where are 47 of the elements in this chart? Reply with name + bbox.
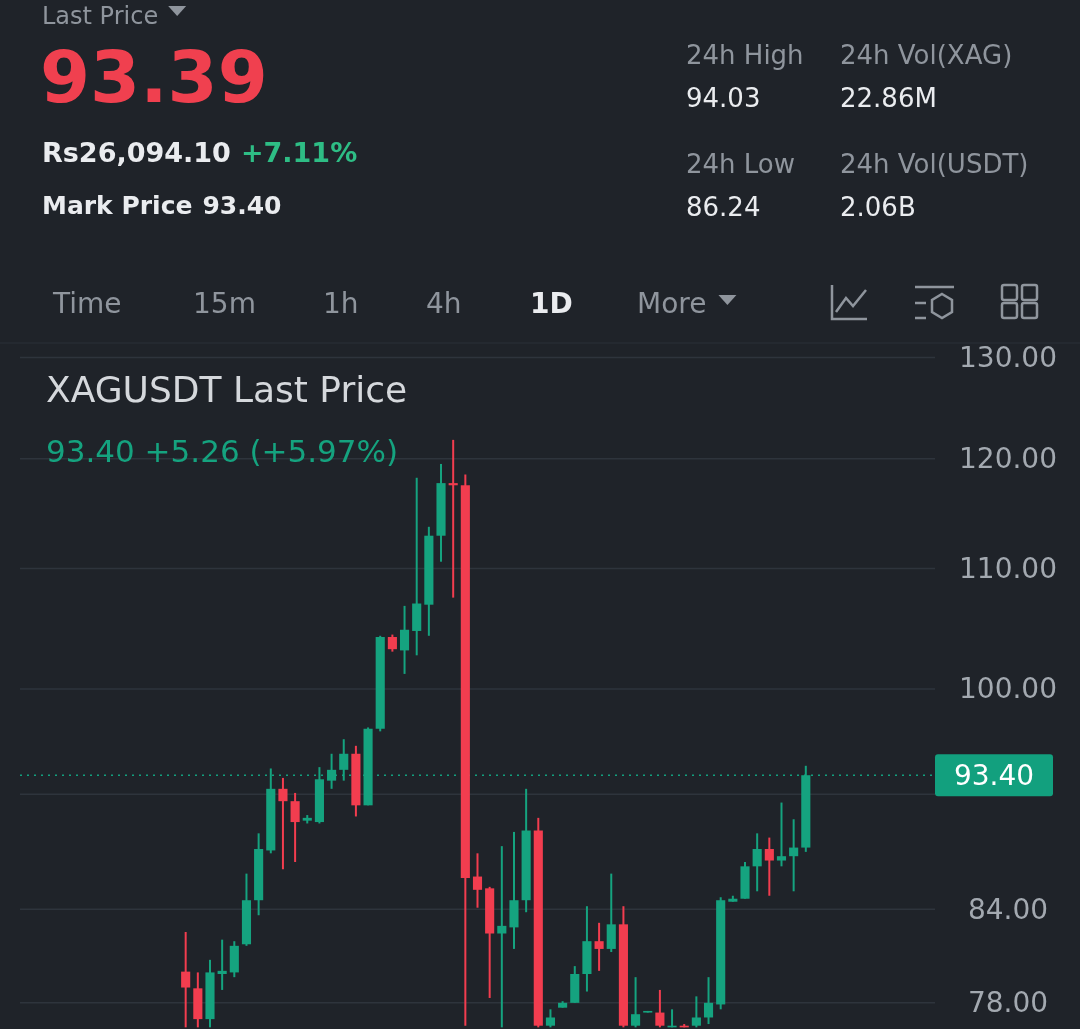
text: 24h Vol(XAG) (840, 40, 1013, 70)
candlestick (594, 921, 604, 972)
y-tick-label: 78.00 (967, 986, 1049, 1020)
candlestick (764, 836, 774, 897)
text: 22.86M (840, 83, 937, 113)
candlestick (278, 776, 288, 871)
text: Mark Price (42, 191, 193, 220)
text: 2.06B (840, 192, 916, 222)
text: 4h (426, 287, 462, 320)
text: 1D (530, 287, 573, 320)
text: 24h Low (686, 149, 796, 179)
text: Rs26,094.10 (42, 137, 231, 168)
text: 93.40 (202, 191, 282, 220)
candlestick (181, 930, 191, 1029)
text: Time (52, 287, 122, 320)
y-tick-label: 100.00 (959, 672, 1057, 706)
y-tick-label: 110.00 (959, 552, 1057, 586)
text: 24h High (686, 40, 804, 70)
candlestick (497, 845, 507, 1029)
text: 15m (193, 287, 256, 320)
y-tick-label: 120.00 (959, 442, 1057, 476)
y-tick-label: 130.00 (959, 341, 1057, 375)
candlestick (631, 976, 641, 1029)
text: 93.40 +5.26 (+5.97%) (46, 433, 399, 469)
y-tick-label: 84.00 (967, 892, 1049, 926)
candlestick (691, 995, 701, 1029)
candlestick (399, 604, 410, 675)
text: 94.03 (686, 83, 761, 113)
candlestick (217, 938, 227, 991)
text: 1h (323, 287, 359, 320)
text: +7.11% (240, 137, 358, 168)
candlestick (448, 438, 458, 599)
candlestick (776, 801, 787, 868)
candlestick (703, 976, 714, 1026)
candlestick (655, 988, 665, 1029)
text: XAGUSDT Last Price (46, 369, 408, 410)
text: More (637, 287, 707, 320)
text: Last Price (42, 2, 159, 30)
text: 93.39 (40, 35, 268, 119)
text: 24h Vol(USDT) (840, 149, 1029, 179)
candlestick (545, 1008, 556, 1029)
candlestick (789, 818, 799, 893)
candlestick (752, 832, 762, 893)
candlestick (290, 791, 300, 863)
candlestick (472, 852, 483, 909)
ref-line-label: 93.40 (953, 759, 1035, 793)
text: 86.24 (686, 192, 761, 222)
